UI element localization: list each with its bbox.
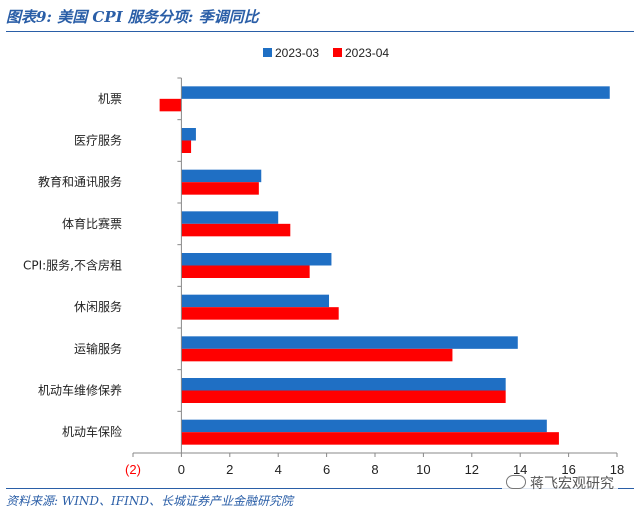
bar-2023-03-2 <box>181 169 262 183</box>
bar-2023-04-0 <box>159 98 182 112</box>
category-label-3: 体育比赛票 <box>62 216 122 231</box>
category-label-8: 机动车保险 <box>62 424 122 439</box>
bar-2023-04-3 <box>181 223 291 237</box>
category-label-6: 运输服务 <box>74 341 122 356</box>
x-tick-label-9: 16 <box>561 462 575 477</box>
category-label-2: 教育和通讯服务 <box>38 174 122 189</box>
x-tick-label-2: 2 <box>226 462 233 477</box>
x-tick-label-1: 0 <box>178 462 185 477</box>
legend-label-2023-04: 2023-04 <box>345 46 389 60</box>
bar-2023-03-8 <box>181 419 547 433</box>
bar-2023-03-4 <box>181 253 332 266</box>
category-label-5: 休闲服务 <box>74 299 122 314</box>
x-tick-label-6: 10 <box>416 462 430 477</box>
bar-2023-04-6 <box>181 348 453 362</box>
title-divider <box>6 31 634 32</box>
bar-2023-04-1 <box>181 140 192 153</box>
bar-2023-04-4 <box>181 265 310 278</box>
bar-2023-03-6 <box>181 336 518 349</box>
x-tick-label-7: 12 <box>465 462 479 477</box>
legend-swatch-2023-04 <box>333 48 342 57</box>
bar-2023-03-5 <box>181 294 330 308</box>
footer-divider <box>6 488 634 489</box>
bar-2023-04-5 <box>181 307 339 320</box>
bar-2023-03-0 <box>181 86 610 99</box>
chart-title: 图表9: 美国 CPI 服务分项: 季调同比 <box>6 8 259 26</box>
x-tick-label-4: 6 <box>323 462 330 477</box>
category-label-1: 医疗服务 <box>74 133 122 148</box>
bar-2023-04-8 <box>181 432 559 445</box>
axes: (2) 0 2 4 6 8 10 12 14 16 18 <box>125 77 624 477</box>
category-label-7: 机动车维修保养 <box>38 383 122 398</box>
x-tick-label-0: (2) <box>125 462 141 477</box>
source-note: 资料来源: WIND、IFIND、长城证券产业金融研究院 <box>6 494 293 508</box>
x-tick-label-3: 4 <box>275 462 282 477</box>
wechat-icon <box>506 475 526 489</box>
category-label-4: CPI:服务,不含房租 <box>23 258 122 273</box>
bar-2023-04-2 <box>181 182 259 195</box>
x-tick-label-10: 18 <box>610 462 624 477</box>
bar-2023-03-1 <box>181 128 196 141</box>
watermark: 蒋飞宏观研究 <box>502 474 618 494</box>
bar-2023-03-3 <box>181 211 279 224</box>
legend-label-2023-03: 2023-03 <box>275 46 319 60</box>
x-tick-label-5: 8 <box>371 462 378 477</box>
legend-swatch-2023-03 <box>263 48 272 57</box>
bar-2023-04-7 <box>181 390 506 403</box>
category-label-0: 机票 <box>98 92 122 106</box>
bar-2023-03-7 <box>181 378 506 391</box>
x-tick-label-8: 14 <box>513 462 527 477</box>
watermark-text: 蒋飞宏观研究 <box>530 476 614 492</box>
legend: 2023-03 2023-04 <box>263 46 389 60</box>
